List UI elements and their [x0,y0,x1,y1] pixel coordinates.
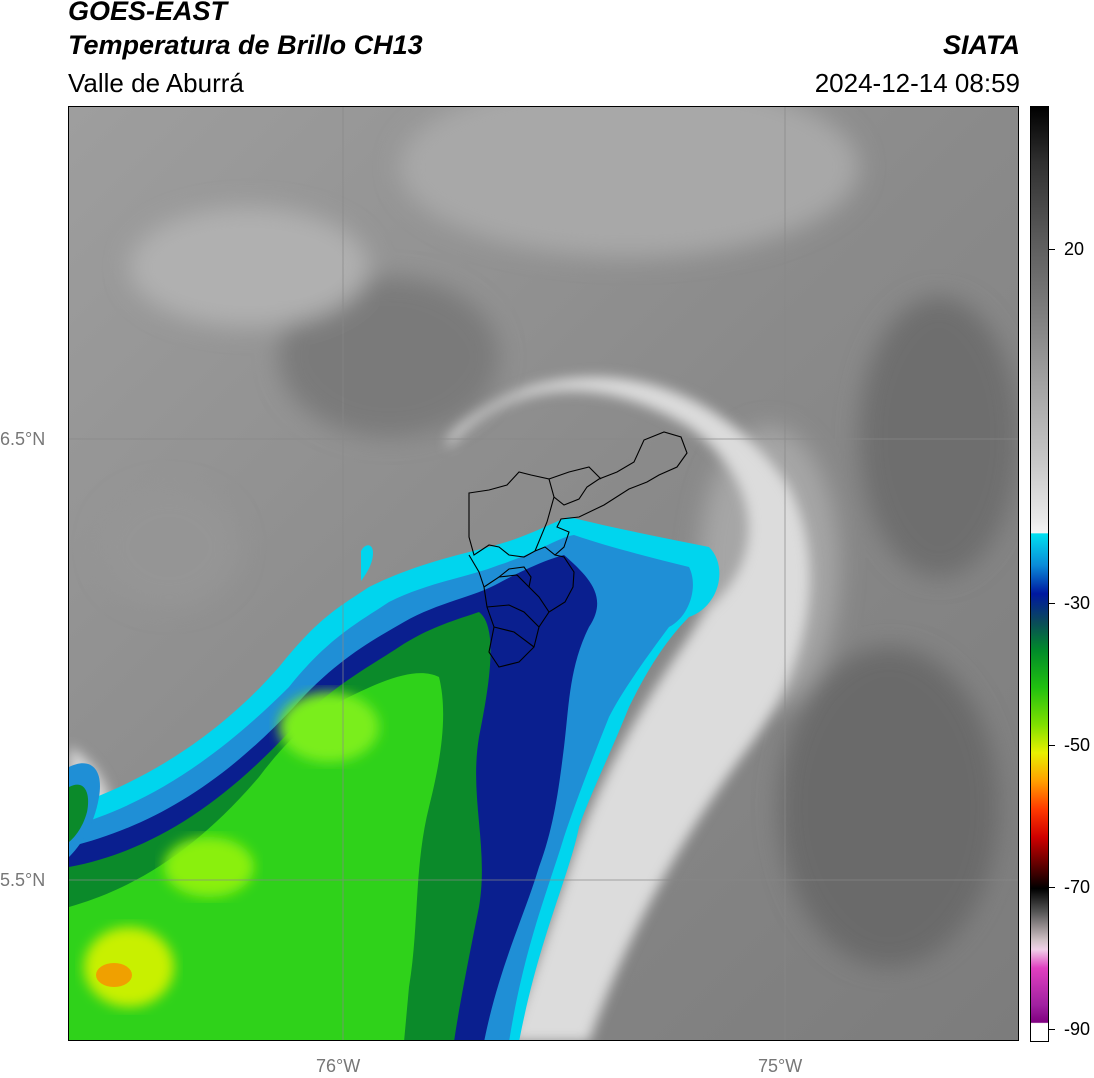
colorbar-tick-minus50 [1049,745,1055,746]
colorbar-tick-minus90 [1049,1029,1055,1030]
colorbar-label-minus70: -70 [1064,877,1091,897]
map-canvas [69,107,1018,1040]
lon-tick-76w: 76°W [316,1056,361,1076]
satellite-map[interactable] [68,106,1019,1041]
graticule [69,107,1018,1040]
colorbar-tick-minus30 [1049,603,1055,604]
colorbar-gradient [1031,107,1048,1041]
title-product: Temperatura de Brillo CH13 [68,30,423,60]
brand-label: SIATA [943,30,1020,60]
colorbar-tick-20 [1049,249,1055,250]
lon-tick-75w: 75°W [758,1056,803,1076]
colorbar-label-minus90: -90 [1064,1019,1091,1039]
aburra-valley-boundaries [468,431,688,668]
colorbar-label-minus50: -50 [1064,735,1091,755]
cloud-green [69,673,444,1040]
region-label: Valle de Aburrá [68,68,244,98]
datetime-label: 2024-12-14 08:59 [814,68,1020,98]
colorbar-tick-minus70 [1049,887,1055,888]
warm-band [447,377,810,1040]
title-satellite: GOES-EAST [68,0,228,26]
colorbar [1030,106,1049,1042]
colorbar-label-20: 20 [1064,239,1085,259]
gray-texture [99,107,1018,967]
lat-tick-6-5n: 6.5°N [0,429,46,449]
colorbar-label-minus30: -30 [1064,593,1091,613]
lat-tick-5-5n: 5.5°N [0,870,46,890]
